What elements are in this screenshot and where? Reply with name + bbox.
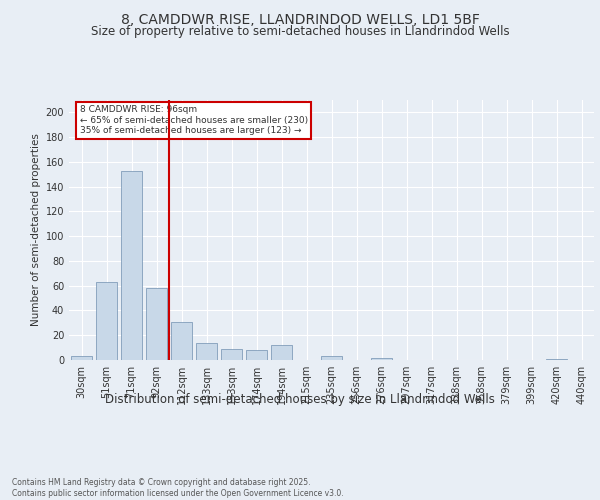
Bar bbox=[321, 356, 342, 360]
Text: Contains HM Land Registry data © Crown copyright and database right 2025.
Contai: Contains HM Land Registry data © Crown c… bbox=[12, 478, 344, 498]
Text: Size of property relative to semi-detached houses in Llandrindod Wells: Size of property relative to semi-detach… bbox=[91, 25, 509, 38]
Text: 8 CAMDDWR RISE: 96sqm
← 65% of semi-detached houses are smaller (230)
35% of sem: 8 CAMDDWR RISE: 96sqm ← 65% of semi-deta… bbox=[79, 105, 308, 135]
Bar bbox=[371, 358, 392, 360]
Bar bbox=[246, 350, 267, 360]
Bar bbox=[171, 322, 192, 360]
Text: Distribution of semi-detached houses by size in Llandrindod Wells: Distribution of semi-detached houses by … bbox=[105, 392, 495, 406]
Text: 8, CAMDDWR RISE, LLANDRINDOD WELLS, LD1 5BF: 8, CAMDDWR RISE, LLANDRINDOD WELLS, LD1 … bbox=[121, 12, 479, 26]
Bar bbox=[96, 282, 117, 360]
Bar bbox=[71, 356, 92, 360]
Y-axis label: Number of semi-detached properties: Number of semi-detached properties bbox=[31, 134, 41, 326]
Bar bbox=[196, 342, 217, 360]
Bar bbox=[271, 345, 292, 360]
Bar bbox=[121, 170, 142, 360]
Bar bbox=[146, 288, 167, 360]
Bar bbox=[221, 349, 242, 360]
Bar bbox=[546, 359, 567, 360]
